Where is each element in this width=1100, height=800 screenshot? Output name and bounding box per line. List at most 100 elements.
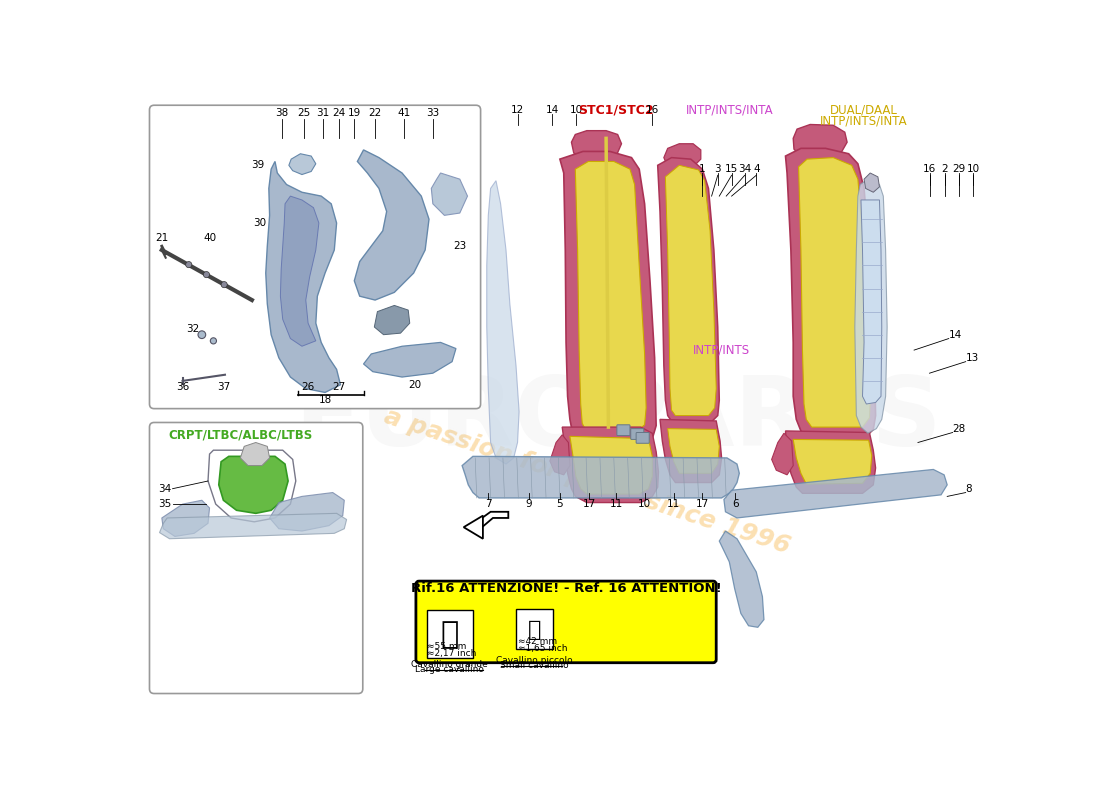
Polygon shape xyxy=(289,154,316,174)
Polygon shape xyxy=(572,130,621,162)
Text: 28: 28 xyxy=(953,424,966,434)
Text: INTP/INTS/INTA: INTP/INTS/INTA xyxy=(821,114,908,127)
Text: 38: 38 xyxy=(275,108,288,118)
Text: DUAL/DAAL: DUAL/DAAL xyxy=(830,103,898,116)
Text: 19: 19 xyxy=(348,108,361,118)
Text: 9: 9 xyxy=(526,499,532,509)
Polygon shape xyxy=(562,427,659,502)
Text: INTP/INTS/INTA: INTP/INTS/INTA xyxy=(685,103,773,116)
Text: ≈1,65 inch: ≈1,65 inch xyxy=(517,643,568,653)
Text: 26: 26 xyxy=(301,382,315,392)
Text: 24: 24 xyxy=(332,108,345,118)
Text: 39: 39 xyxy=(252,160,265,170)
Circle shape xyxy=(204,271,209,278)
Text: 3: 3 xyxy=(714,164,722,174)
Text: ≈42 mm: ≈42 mm xyxy=(517,637,557,646)
Text: 13: 13 xyxy=(966,353,979,363)
Text: 🐎: 🐎 xyxy=(528,620,541,640)
FancyBboxPatch shape xyxy=(630,429,644,439)
FancyBboxPatch shape xyxy=(150,106,481,409)
Text: 10: 10 xyxy=(638,499,651,509)
Text: 5: 5 xyxy=(557,499,563,509)
Text: Rif.16 ATTENZIONE! - Ref. 16 ATTENTION!: Rif.16 ATTENZIONE! - Ref. 16 ATTENTION! xyxy=(410,582,722,595)
Polygon shape xyxy=(266,162,341,393)
Circle shape xyxy=(198,331,206,338)
Polygon shape xyxy=(270,493,344,531)
FancyBboxPatch shape xyxy=(416,581,716,662)
Polygon shape xyxy=(464,516,483,538)
Polygon shape xyxy=(664,144,701,167)
Text: 4: 4 xyxy=(752,164,760,174)
Text: Large cavallino: Large cavallino xyxy=(416,665,484,674)
Text: 33: 33 xyxy=(426,108,440,118)
FancyBboxPatch shape xyxy=(427,610,473,658)
FancyBboxPatch shape xyxy=(636,433,649,443)
Text: 20: 20 xyxy=(408,380,421,390)
Circle shape xyxy=(186,262,191,268)
Text: Cavallino grande: Cavallino grande xyxy=(411,660,488,669)
Polygon shape xyxy=(793,439,871,484)
Text: 27: 27 xyxy=(332,382,345,392)
Text: STC1/STC2: STC1/STC2 xyxy=(579,103,653,116)
Text: 14: 14 xyxy=(546,105,559,115)
Text: 34: 34 xyxy=(157,484,172,494)
Polygon shape xyxy=(241,442,270,466)
Text: 25: 25 xyxy=(298,108,311,118)
Polygon shape xyxy=(666,166,716,415)
Text: 18: 18 xyxy=(318,395,332,405)
Text: 23: 23 xyxy=(453,241,466,251)
Polygon shape xyxy=(354,150,429,300)
Text: EUROPARTS: EUROPARTS xyxy=(294,373,942,466)
Polygon shape xyxy=(486,181,519,464)
Text: 40: 40 xyxy=(204,234,216,243)
Text: 11: 11 xyxy=(609,499,623,509)
Text: 15: 15 xyxy=(725,164,738,174)
Polygon shape xyxy=(560,151,656,446)
Text: 12: 12 xyxy=(510,105,525,115)
Text: 37: 37 xyxy=(217,382,230,392)
Polygon shape xyxy=(160,514,346,538)
Polygon shape xyxy=(575,162,646,434)
Polygon shape xyxy=(162,500,209,537)
Circle shape xyxy=(210,338,217,344)
Polygon shape xyxy=(772,434,793,475)
Polygon shape xyxy=(374,306,409,334)
Polygon shape xyxy=(793,125,847,159)
Polygon shape xyxy=(363,342,455,377)
Text: CRPT/LTBC/ALBC/LTBS: CRPT/LTBC/ALBC/LTBS xyxy=(168,428,312,442)
Polygon shape xyxy=(570,436,652,494)
Text: Small cavallino: Small cavallino xyxy=(500,662,569,670)
Text: 10: 10 xyxy=(967,164,980,174)
Text: Cavallino piccolo: Cavallino piccolo xyxy=(496,656,573,665)
Polygon shape xyxy=(431,173,467,215)
Polygon shape xyxy=(719,531,763,627)
Text: 30: 30 xyxy=(253,218,266,228)
Text: 36: 36 xyxy=(176,382,189,392)
Text: 16: 16 xyxy=(646,105,659,115)
Polygon shape xyxy=(668,429,719,474)
Text: 6: 6 xyxy=(733,499,739,509)
Text: 2: 2 xyxy=(942,164,948,174)
Text: a passion for parts since 1996: a passion for parts since 1996 xyxy=(381,404,793,558)
Text: 7: 7 xyxy=(485,499,492,509)
Polygon shape xyxy=(724,470,947,518)
Text: 32: 32 xyxy=(186,323,199,334)
Text: 41: 41 xyxy=(397,108,410,118)
Polygon shape xyxy=(462,456,739,498)
Text: 35: 35 xyxy=(157,499,172,509)
Polygon shape xyxy=(219,456,288,514)
Text: ≈2,17 inch: ≈2,17 inch xyxy=(428,649,476,658)
Polygon shape xyxy=(855,179,887,434)
Text: 🐎: 🐎 xyxy=(441,621,459,650)
Polygon shape xyxy=(865,173,880,192)
Text: 29: 29 xyxy=(953,164,966,174)
Text: 14: 14 xyxy=(948,330,962,340)
Polygon shape xyxy=(799,158,870,427)
Polygon shape xyxy=(658,158,719,423)
Text: 22: 22 xyxy=(368,108,382,118)
Text: 34: 34 xyxy=(738,164,751,174)
Text: ≈55 mm: ≈55 mm xyxy=(428,642,466,651)
Text: 17: 17 xyxy=(583,499,596,509)
Text: 8: 8 xyxy=(966,484,972,494)
Polygon shape xyxy=(861,200,882,404)
